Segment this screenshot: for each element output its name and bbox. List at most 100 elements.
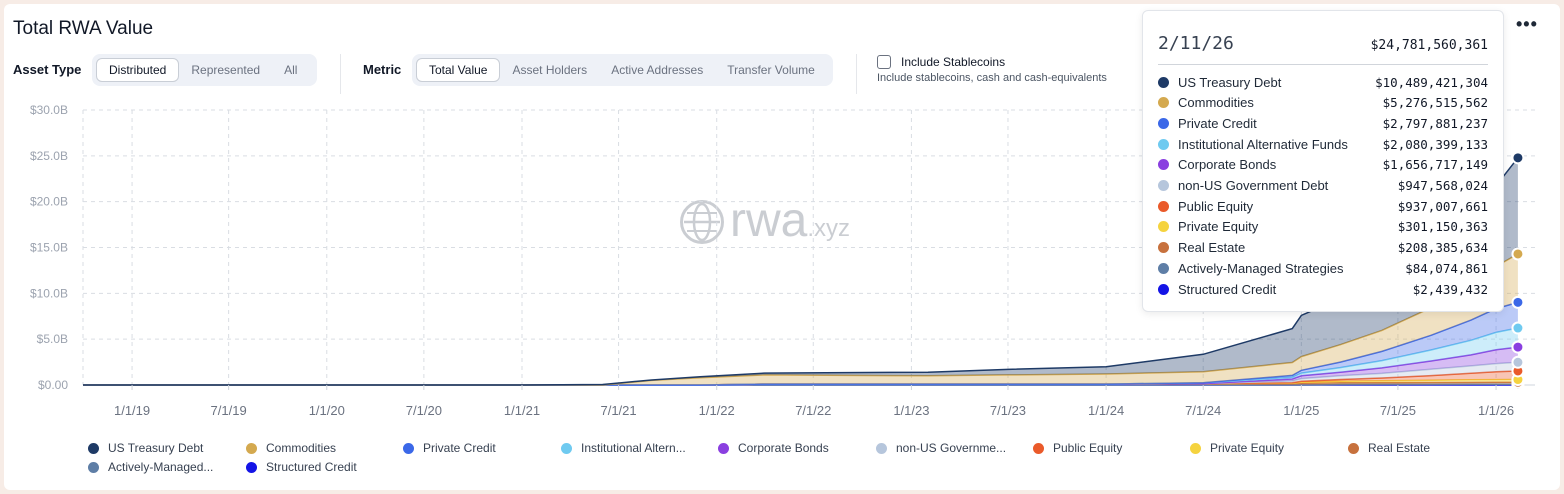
metric-selector: Total Value Asset Holders Active Address… [412,54,833,86]
x-tick-label: 1/1/25 [1283,403,1319,418]
x-tick-label: 7/1/19 [211,403,247,418]
legend-item[interactable]: Commodities [246,441,336,455]
tooltip-row: Private Equity $301,150,363 [1158,217,1488,237]
rwa-watermark: rwa .xyz [680,197,850,245]
tooltip-series-name: Real Estate [1178,240,1246,256]
x-tick-label: 1/1/26 [1478,403,1514,418]
series-color-dot [1158,242,1169,254]
y-tick-label: $20.0B [30,195,68,209]
tooltip-row: Corporate Bonds $1,656,717,149 [1158,155,1488,175]
tooltip-series-value: $2,797,881,237 [1382,115,1488,131]
tooltip-series-name: Private Credit [1178,115,1257,131]
legend-color-dot [876,442,887,454]
x-tick-label: 7/1/20 [406,403,442,418]
legend-item[interactable]: Private Equity [1190,441,1284,455]
y-tick-label: $0.00 [38,378,68,392]
tooltip-series-value: $2,080,399,133 [1382,136,1488,152]
chart-title: Total RWA Value [13,18,154,39]
legend-item[interactable]: Institutional Altern... [561,441,686,455]
tooltip-series-value: $10,489,421,304 [1375,74,1488,90]
metric-option-active-addresses[interactable]: Active Addresses [611,63,704,77]
hover-marker [1511,340,1525,354]
legend-label: Structured Credit [266,460,357,474]
x-tick-label: 1/1/21 [504,403,540,418]
metric-option-asset-holders[interactable]: Asset Holders [512,63,588,77]
hover-marker [1511,295,1525,309]
tooltip-row: US Treasury Debt $10,489,421,304 [1158,72,1488,92]
y-tick-label: $5.0B [37,332,68,346]
legend-label: Real Estate [1368,441,1431,455]
legend-color-dot [1348,442,1359,454]
legend-item[interactable]: non-US Governme... [876,441,1006,455]
asset-type-option-represented[interactable]: Represented [191,63,261,77]
tooltip-series-value: $301,150,363 [1397,219,1488,235]
tooltip-row: Commodities $5,276,515,562 [1158,93,1488,113]
legend-item[interactable]: Private Credit [403,441,496,455]
tooltip-date: 2/11/26 [1158,33,1234,54]
tooltip-row: Real Estate $208,385,634 [1158,238,1488,258]
series-color-dot [1158,200,1169,212]
include-stablecoins-sublabel: Include stablecoins, cash and cash-equiv… [877,72,1107,84]
legend-label: Actively-Managed... [108,460,214,474]
legend-color-dot [246,442,257,454]
series-color-dot [1158,262,1169,274]
tooltip-series-value: $947,568,024 [1397,178,1488,193]
hover-marker [1511,151,1525,165]
series-color-dot [1158,283,1169,295]
y-tick-label: $30.0B [30,103,68,117]
x-tick-label: 7/1/21 [600,403,636,418]
legend-label: Institutional Altern... [581,441,686,455]
tooltip-row: Private Credit $2,797,881,237 [1158,113,1488,133]
legend-color-dot [718,442,729,454]
asset-type-option-all[interactable]: All [284,63,298,77]
tooltip-series-value: $937,007,661 [1397,198,1488,214]
x-tick-label: 7/1/24 [1185,403,1221,418]
asset-type-option-distributed[interactable]: Distributed [96,58,180,82]
metric-label: Metric [363,62,402,77]
legend-item[interactable]: Actively-Managed... [88,460,213,474]
legend-color-dot [1190,442,1201,454]
tooltip-row: non-US Government Debt $947,568,024 [1158,176,1488,196]
more-options-icon[interactable]: ••• [1516,14,1538,34]
tooltip-series-name: Private Equity [1178,219,1259,235]
tooltip-series-name: Public Equity [1178,198,1254,214]
legend-color-dot [561,442,572,454]
metric-option-transfer-volume[interactable]: Transfer Volume [727,63,815,77]
hover-markers [1511,151,1525,392]
asset-type-label: Asset Type [13,62,82,77]
legend-label: Commodities [266,441,337,455]
series-color-dot [1158,76,1169,88]
x-tick-label: 1/1/24 [1088,403,1124,418]
tooltip-row: Actively-Managed Strategies $84,074,861 [1158,258,1488,278]
y-tick-label: $10.0B [30,286,68,300]
legend-label: non-US Governme... [896,441,1007,455]
legend-color-dot [246,461,257,473]
series-color-dot [1158,180,1169,191]
y-axis-ticks: $0.00 $5.0B $10.0B $15.0B $20.0B $25.0B $30.0B [30,103,68,392]
legend-label: Private Credit [423,441,496,455]
tooltip-series-name: Actively-Managed Strategies [1178,260,1344,276]
legend-item[interactable]: US Treasury Debt [88,441,203,455]
tooltip-series-name: Commodities [1178,95,1254,111]
include-stablecoins-label[interactable]: Include Stablecoins [901,55,1006,69]
legend-item[interactable]: Corporate Bonds [718,441,829,455]
include-stablecoins-checkbox[interactable] [877,55,891,69]
series-color-dot [1158,117,1169,129]
y-tick-label: $25.0B [30,149,68,163]
legend-item[interactable]: Real Estate [1348,441,1430,455]
line-private-credit [83,301,1519,386]
x-tick-label: 7/1/23 [990,403,1026,418]
metric-option-total-value[interactable]: Total Value [416,58,501,82]
hover-marker [1511,247,1525,261]
series-color-dot [1158,97,1169,109]
y-tick-label: $15.0B [30,241,68,255]
tooltip-series-name: Institutional Alternative Funds [1178,136,1348,152]
divider [856,54,857,94]
tooltip-divider [1158,64,1488,65]
tooltip-series-value: $1,656,717,149 [1382,157,1488,173]
legend-label: US Treasury Debt [108,441,204,455]
legend-item[interactable]: Structured Credit [246,460,357,474]
tooltip-series-value: $5,276,515,562 [1382,95,1488,111]
legend-item[interactable]: Public Equity [1033,441,1122,455]
